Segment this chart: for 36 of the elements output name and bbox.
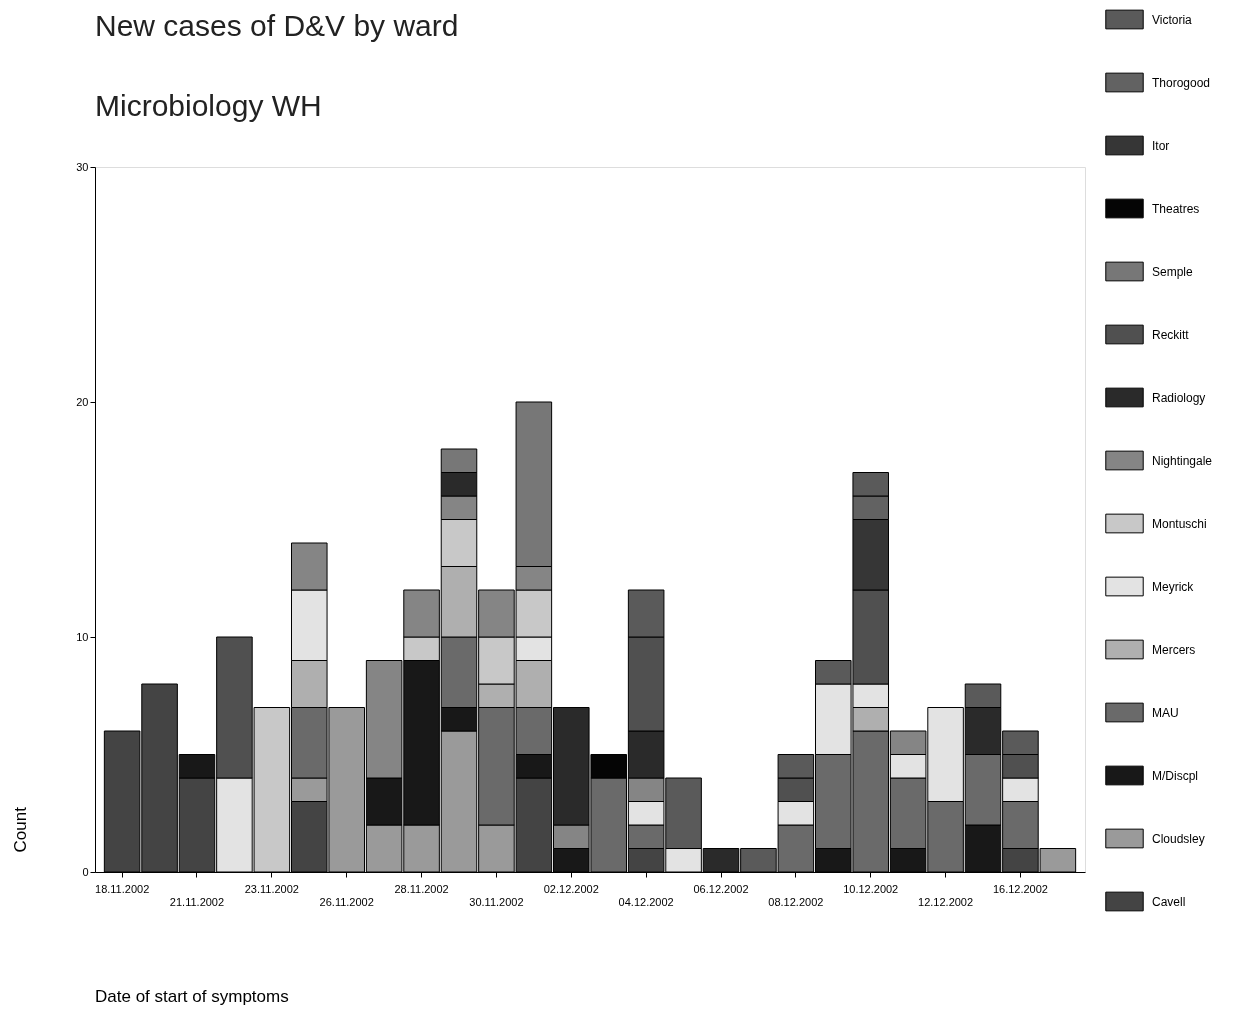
legend-label: M/Discpl <box>1152 768 1199 783</box>
x-tick-label: 10.12.2002 <box>843 882 899 895</box>
x-tick-label: 26.11.2002 <box>319 895 374 908</box>
y-tick-label: 30 <box>76 160 89 173</box>
y-tick-label: 20 <box>76 395 89 408</box>
x-tick-label: 21.11.2002 <box>169 895 225 908</box>
x-tick-label: 30.11.2002 <box>469 895 524 908</box>
y-axis-title: Count <box>10 806 30 853</box>
x-tick-label: 12.12.2002 <box>918 895 974 908</box>
legend-label: Meyrick <box>1152 579 1195 594</box>
x-tick-label: 02.12.2002 <box>543 882 599 895</box>
x-tick-label: 04.12.2002 <box>618 895 674 908</box>
legend-label: MAU <box>1152 705 1179 720</box>
legend-label: Radiology <box>1152 390 1206 405</box>
y-tick-label: 10 <box>76 630 89 643</box>
legend-label: Theatres <box>1152 201 1200 216</box>
legend-label: Victoria <box>1152 12 1193 27</box>
y-tick-label: 0 <box>82 865 89 878</box>
legend-label: Reckitt <box>1152 327 1190 342</box>
legend-label: Itor <box>1152 138 1170 153</box>
x-tick-label: 06.12.2002 <box>693 882 749 895</box>
text: Date of start of symptoms <box>95 987 289 1006</box>
legend-label: Cloudsley <box>1152 831 1205 846</box>
legend-label: Montuschi <box>1152 516 1207 531</box>
legend-label: Semple <box>1152 264 1194 279</box>
x-tick-label: 16.12.2002 <box>992 882 1048 895</box>
legend-label: Cavell <box>1152 894 1186 909</box>
x-tick-label: 18.11.2002 <box>95 882 150 895</box>
x-tick-label: 23.11.2002 <box>244 882 299 895</box>
legend-label: Mercers <box>1152 642 1196 657</box>
chart-title: New cases of D&V by ward <box>95 9 459 42</box>
legend-label: Nightingale <box>1152 453 1213 468</box>
legend-label: Thorogood <box>1152 75 1211 90</box>
chart-subtitle: Microbiology WH <box>95 89 322 122</box>
x-tick-label: 28.11.2002 <box>394 882 449 895</box>
x-tick-label: 08.12.2002 <box>768 895 824 908</box>
